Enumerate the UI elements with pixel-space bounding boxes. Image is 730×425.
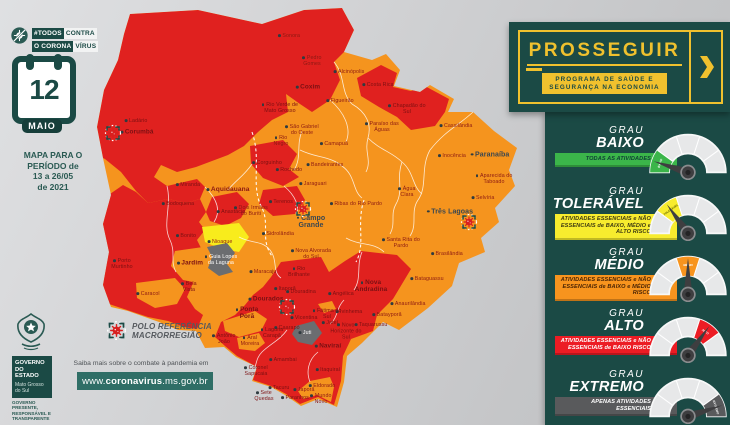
- map-period-note: MAPA PARA O PERÍODO de 13 a 26/05 de 202…: [8, 150, 98, 192]
- grau-label: GRAU: [609, 186, 644, 197]
- grau-extremo-row: GRAU EXTREMO APENAS ATIVIDADES ESSENCIAIS…: [545, 368, 730, 425]
- brand-chip: VÍRUS: [73, 41, 99, 52]
- macroregion-borders: [251, 131, 365, 263]
- map-region-nioaque-yellow: [202, 223, 249, 252]
- level-bar: ATIVIDADES ESSENCIAIS e NÃO ESSENCIAIS d…: [555, 214, 677, 240]
- period-line: de 2021: [37, 181, 69, 192]
- map-region-gloria-orange: [318, 301, 336, 313]
- level-bar: APENAS ATIVIDADES ESSENCIAIS: [555, 397, 677, 417]
- polo-legend-label: POLO REFERÊNCIA MACRORREGIÃO: [132, 321, 212, 340]
- calendar-ring: [26, 54, 34, 70]
- calendar-ring: [54, 54, 62, 70]
- map-region-terenos-red: [259, 186, 305, 216]
- brand-text: #TODOS CONTRA O CORONA VÍRUS: [32, 26, 99, 52]
- map-region-eldorado-orange: [298, 377, 334, 402]
- gauge-toleravel-icon: TOLERÁVEL: [649, 194, 727, 241]
- no-virus-icon: [11, 27, 28, 44]
- map-region-northwest-red: [97, 8, 354, 203]
- government-name: GOVERNO DO ESTADO: [15, 360, 45, 379]
- url-text: www.coronavirus.ms.gov.br: [82, 375, 208, 387]
- gauge-medio-icon: MÉDIO: [649, 255, 727, 302]
- grau-toleravel-row: GRAU TOLERÁVEL ATIVIDADES ESSENCIAIS e NÃ…: [545, 185, 730, 242]
- chevron-right-icon: [689, 32, 721, 102]
- map-region-aralmoreira-orange: [237, 333, 265, 351]
- government-block: GOVERNO DO ESTADO Mato Grosso do Sul: [12, 356, 52, 398]
- period-line: 13 a 26/05: [32, 171, 74, 181]
- map-region-pontapora-orange: [223, 311, 267, 337]
- level-name: EXTREMO: [569, 379, 644, 395]
- calendar-body: 12: [12, 54, 76, 124]
- gauge-extremo-icon: EXTREMO: [649, 377, 727, 424]
- prosseguir-title: PROSSEGUIR: [526, 40, 683, 66]
- level-name: ALTO: [604, 318, 644, 334]
- map-region-juti-gray: [292, 321, 322, 345]
- period-line: PERÍODO de: [27, 160, 79, 171]
- grau-label: GRAU: [609, 308, 644, 319]
- title-underline-dash: [526, 68, 542, 71]
- grau-label: GRAU: [609, 369, 644, 380]
- map-region-caracol-orange: [136, 278, 185, 308]
- level-name: MÉDIO: [594, 257, 644, 273]
- grau-medio-row: GRAU MÉDIO ATIVIDADES ESSENCIAIS e NÃO ES…: [545, 246, 730, 303]
- brand-chip: CONTRA: [63, 28, 97, 39]
- municipal-borders: [166, 61, 474, 383]
- map-region-jardim-orange: [171, 247, 214, 284]
- more-info-text: Saiba mais sobre o combate à pandemia em: [73, 360, 209, 367]
- period-line: MAPA PARA O: [23, 150, 83, 160]
- gauge-baixo-icon: BAIXO: [649, 133, 727, 180]
- grau-label: GRAU: [609, 247, 644, 258]
- todos-contra-coronavirus-logo: #TODOS CONTRA O CORONA VÍRUS: [10, 26, 99, 52]
- level-description: ATIVIDADES ESSENCIAIS e NÃO ESSENCIAIS d…: [560, 216, 651, 236]
- level-description: ATIVIDADES ESSENCIAIS e NÃO ESSENCIAIS d…: [560, 277, 651, 297]
- polo-legend: POLO REFERÊNCIA MACRORREGIÃO: [106, 320, 212, 341]
- map-region-costarica-red: [357, 65, 449, 130]
- brand-chip: O CORONA: [32, 41, 74, 52]
- grau-alto-row: GRAU ALTO ATIVIDADES ESSENCIAIS e NÃO ESS…: [545, 307, 730, 364]
- level-description: TODAS AS ATIVIDADES: [585, 155, 651, 162]
- level-bar: TODAS AS ATIVIDADES: [555, 153, 677, 167]
- state-coat-of-arms: [16, 312, 46, 359]
- coronavirus-url-link[interactable]: www.coronavirus.ms.gov.br: [77, 372, 213, 390]
- calendar-day: 12: [29, 74, 59, 105]
- brand-chip: #TODOS: [32, 28, 64, 39]
- prosseguir-frame: PROSSEGUIR PROGRAMA DE SAÚDE E SEGURANÇA …: [518, 30, 723, 104]
- calendar-icon: 12 MAIO: [12, 54, 76, 133]
- level-description: APENAS ATIVIDADES ESSENCIAIS: [591, 399, 651, 412]
- level-name: TOLERÁVEL: [552, 196, 644, 212]
- level-description: ATIVIDADES ESSENCIAIS e NÃO ESSENCIAIS d…: [560, 338, 651, 351]
- map-region-guialopes-gray: [207, 243, 235, 276]
- map-region-corguinho-red: [250, 140, 299, 186]
- level-name: BAIXO: [596, 135, 644, 151]
- level-bar: ATIVIDADES ESSENCIAIS e NÃO ESSENCIAIS d…: [555, 336, 677, 356]
- government-tagline: GOVERNO PRESENTE, RESPONSÁVEL E TRANSPAR…: [12, 400, 51, 422]
- polo-reference-icon: [106, 320, 127, 341]
- prosseguir-subtitle: PROGRAMA DE SAÚDE E SEGURANÇA NA ECONOMIA: [542, 73, 667, 94]
- prosseguir-header: PROSSEGUIR PROGRAMA DE SAÚDE E SEGURANÇA …: [509, 22, 730, 112]
- government-state: Mato Grosso do Sul: [15, 381, 44, 394]
- calendar-month: MAIO: [22, 119, 62, 133]
- gauge-alto-icon: ALTO: [649, 316, 727, 363]
- grau-label: GRAU: [609, 125, 644, 136]
